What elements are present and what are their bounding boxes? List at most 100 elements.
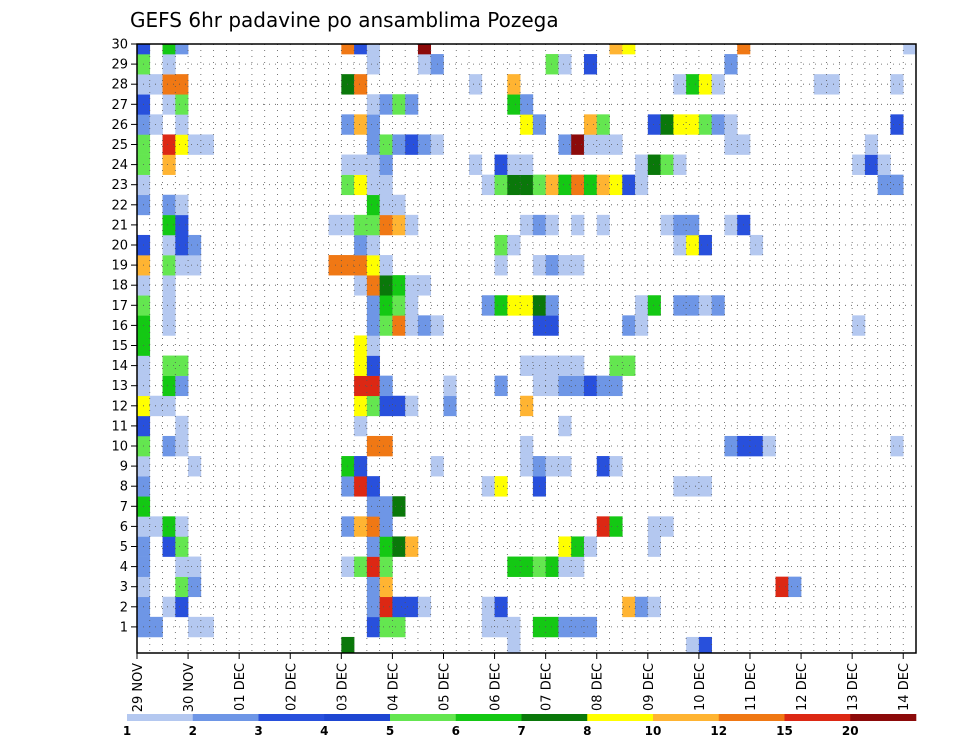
y-tick-label: 28 [111, 78, 128, 93]
heatmap-cell [558, 556, 572, 577]
colorbar-label: 10 [645, 724, 662, 738]
heatmap-cell [405, 94, 419, 115]
heatmap-cell [609, 355, 623, 376]
chart-title: GEFS 6hr padavine po ansamblima Pozega [130, 8, 559, 32]
colorbar: 1 2 3 4 5 6 7 8 10 12 15 20 [123, 714, 917, 738]
heatmap-cell [379, 536, 393, 557]
heatmap-cell [162, 234, 176, 256]
colorbar-swatch [587, 714, 654, 721]
heatmap-cell [698, 476, 712, 497]
heatmap-cell [660, 214, 674, 236]
heatmap-cell [583, 174, 598, 196]
heatmap-cell [775, 576, 789, 598]
heatmap-cell [698, 114, 712, 135]
heatmap-cell [520, 556, 534, 577]
heatmap-cell [405, 596, 419, 618]
heatmap-cell [175, 114, 189, 135]
heatmap-cell [545, 295, 559, 316]
y-tick-label: 6 [120, 520, 128, 535]
heatmap-cell [622, 315, 636, 336]
heatmap-cell [443, 395, 457, 417]
heatmap-cell [469, 74, 483, 95]
heatmap-cell [596, 114, 610, 135]
heatmap-cell [149, 395, 163, 417]
heatmap-cell [583, 375, 598, 397]
heatmap-cell [571, 355, 585, 376]
y-tick-label: 4 [120, 560, 128, 575]
y-tick-label: 26 [111, 118, 128, 133]
heatmap-cell [507, 154, 521, 175]
heatmap-cell [341, 44, 355, 55]
heatmap-cell [813, 74, 827, 95]
heatmap-cell [379, 616, 393, 638]
heatmap-cell [366, 54, 380, 75]
heatmap-cell [366, 154, 380, 175]
heatmap-cell [354, 556, 368, 577]
heatmap-cell [392, 295, 406, 316]
y-tick-label: 30 [111, 38, 128, 53]
heatmap-cell [558, 355, 572, 376]
x-tick-label: 07 DEC [540, 663, 555, 711]
heatmap-cell [686, 295, 700, 316]
heatmap-cell [175, 415, 189, 437]
heatmap-cell [175, 596, 189, 618]
heatmap-cell [366, 536, 380, 557]
heatmap-cell [162, 74, 176, 95]
y-tick-label: 12 [111, 399, 128, 414]
colorbar-label: 6 [452, 724, 460, 738]
heatmap-cell [686, 214, 700, 236]
x-tick-label: 01 DEC [233, 663, 248, 711]
heatmap-cell [162, 214, 176, 236]
heatmap-cell [392, 194, 406, 216]
heatmap-cell [520, 295, 534, 316]
heatmap-cell [366, 375, 380, 397]
heatmap-cell [162, 355, 176, 376]
heatmap-cell [647, 114, 661, 135]
heatmap-cell [379, 576, 393, 598]
heatmap-cell [366, 234, 380, 256]
x-axis: 29 NOV 30 NOV 01 DEC 02 DEC 03 DEC 04 DEC 05 D… [131, 653, 912, 712]
colorbar-label: 7 [517, 724, 525, 738]
heatmap-cell [149, 616, 163, 638]
heatmap-cell [647, 536, 661, 557]
heatmap-cell [188, 456, 202, 477]
heatmap-cell [686, 476, 700, 497]
colorbar-swatch [390, 714, 457, 721]
heatmap-cell [379, 596, 393, 618]
heatmap-cells [137, 44, 917, 654]
heatmap-cell [417, 275, 432, 296]
heatmap-cell [622, 596, 636, 618]
heatmap-cell [366, 616, 380, 638]
heatmap-cell [558, 415, 572, 437]
heatmap-cell [596, 375, 610, 397]
heatmap-cell [188, 134, 202, 155]
heatmap-cell [864, 154, 878, 175]
heatmap-cell [686, 636, 700, 654]
heatmap-cell [469, 154, 483, 175]
heatmap-cell [596, 456, 610, 477]
heatmap-cell [175, 536, 189, 557]
heatmap-cell [354, 255, 368, 276]
y-tick-label: 15 [111, 339, 128, 354]
heatmap-cell [162, 255, 176, 276]
heatmap-cell [379, 275, 393, 296]
heatmap-cell [520, 94, 534, 115]
heatmap-cell [545, 174, 559, 196]
heatmap-cell [366, 576, 380, 598]
heatmap-cell [494, 596, 508, 618]
heatmap-cell [481, 295, 495, 316]
heatmap-cell [379, 375, 393, 397]
heatmap-cell [571, 174, 585, 196]
heatmap-cell [647, 516, 661, 537]
heatmap-cell [405, 214, 419, 236]
heatmap-cell [520, 456, 534, 477]
heatmap-cell [354, 335, 368, 356]
heatmap-cell [379, 435, 393, 457]
heatmap-cell [890, 114, 904, 135]
heatmap-cell [711, 74, 725, 95]
colorbar-label: 2 [189, 724, 197, 738]
y-tick-label: 1 [120, 620, 128, 635]
heatmap-cell [494, 375, 508, 397]
heatmap-cell [647, 295, 661, 316]
heatmap-cell [379, 395, 393, 417]
